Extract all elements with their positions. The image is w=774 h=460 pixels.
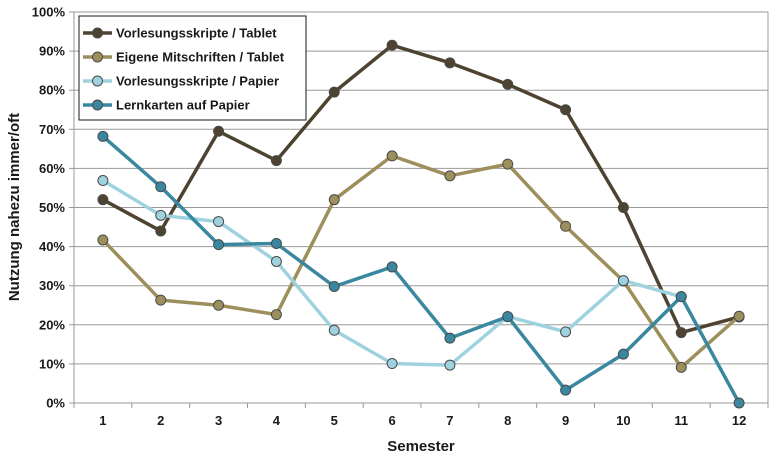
x-tick-label: 3 bbox=[215, 413, 222, 428]
y-tick-label: 90% bbox=[39, 44, 65, 59]
legend: Vorlesungsskripte / Tablet Eigene Mitschr… bbox=[78, 15, 307, 121]
data-point bbox=[502, 311, 514, 323]
data-point bbox=[675, 361, 687, 373]
data-point bbox=[155, 181, 167, 193]
data-point bbox=[97, 194, 109, 206]
data-point bbox=[97, 175, 109, 187]
x-tick-label: 9 bbox=[562, 413, 569, 428]
legend-swatch-marker bbox=[92, 27, 103, 39]
series-layer bbox=[97, 39, 745, 409]
data-point bbox=[560, 326, 572, 338]
data-point bbox=[97, 234, 109, 246]
y-tick-label: 100% bbox=[32, 5, 66, 20]
data-point bbox=[444, 170, 456, 182]
data-point bbox=[270, 255, 282, 267]
data-point bbox=[213, 299, 225, 311]
data-point bbox=[617, 275, 629, 287]
data-point bbox=[97, 130, 109, 142]
y-tick-label: 40% bbox=[39, 239, 65, 254]
y-tick-label: 50% bbox=[39, 200, 65, 215]
data-point bbox=[386, 261, 398, 273]
data-point bbox=[444, 57, 456, 69]
data-point bbox=[560, 220, 572, 232]
x-axis-ticks: 1 2 3 4 5 6 7 8 9 10 11 12 bbox=[73, 403, 769, 428]
x-tick-label: 4 bbox=[273, 413, 281, 428]
data-point bbox=[560, 104, 572, 116]
data-point bbox=[328, 324, 340, 336]
x-tick-label: 5 bbox=[331, 413, 338, 428]
y-axis-ticks: 0% 10% 20% 30% 40% 50% 60% 70% 80% 90% 100% bbox=[32, 5, 74, 411]
x-tick-label: 12 bbox=[732, 413, 746, 428]
data-point bbox=[617, 202, 629, 213]
x-tick-label: 6 bbox=[388, 413, 395, 428]
data-point bbox=[617, 348, 629, 360]
y-tick-label: 70% bbox=[39, 122, 65, 137]
legend-label: Lernkarten auf Papier bbox=[116, 98, 250, 113]
y-tick-label: 80% bbox=[39, 83, 65, 98]
data-point bbox=[560, 384, 572, 396]
x-tick-label: 11 bbox=[674, 413, 688, 428]
data-point bbox=[675, 327, 687, 339]
series-line bbox=[102, 43, 740, 335]
data-point bbox=[213, 216, 225, 228]
x-tick-label: 8 bbox=[504, 413, 511, 428]
data-point bbox=[386, 358, 398, 370]
data-point bbox=[444, 359, 456, 371]
legend-swatch-marker bbox=[92, 99, 103, 111]
data-point bbox=[270, 237, 282, 249]
y-tick-label: 0% bbox=[46, 396, 65, 411]
data-point bbox=[270, 309, 282, 321]
data-point bbox=[502, 158, 514, 170]
series-line bbox=[101, 135, 741, 404]
data-point bbox=[328, 194, 340, 206]
y-tick-label: 10% bbox=[39, 356, 65, 371]
data-point bbox=[155, 225, 167, 237]
x-tick-label: 7 bbox=[446, 413, 453, 428]
legend-label: Vorlesungsskripte / Papier bbox=[116, 74, 279, 89]
y-tick-label: 60% bbox=[39, 161, 65, 176]
y-tick-label: 30% bbox=[39, 278, 65, 293]
x-tick-label: 10 bbox=[616, 413, 630, 428]
x-axis-title: Semester bbox=[387, 438, 455, 455]
data-point bbox=[444, 332, 456, 344]
legend-box bbox=[78, 15, 307, 121]
legend-label: Vorlesungsskripte / Tablet bbox=[116, 26, 277, 41]
data-point bbox=[155, 294, 167, 306]
legend-swatch-marker bbox=[92, 75, 103, 87]
data-point bbox=[155, 209, 167, 221]
data-point bbox=[270, 155, 282, 167]
data-point bbox=[386, 39, 398, 51]
series-4 bbox=[97, 130, 745, 409]
data-point bbox=[386, 150, 398, 162]
y-tick-label: 20% bbox=[39, 317, 65, 332]
x-tick-label: 1 bbox=[99, 413, 106, 428]
x-tick-label: 2 bbox=[157, 413, 164, 428]
data-point bbox=[213, 125, 225, 137]
data-point bbox=[675, 291, 687, 303]
series-line bbox=[101, 154, 741, 370]
y-axis-title: Nutzung nahezu immer/oft bbox=[6, 113, 23, 301]
legend-swatch-marker bbox=[92, 51, 103, 63]
data-point bbox=[733, 310, 745, 322]
data-point bbox=[328, 86, 340, 98]
data-point bbox=[328, 280, 340, 292]
legend-label: Eigene Mitschriften / Tablet bbox=[116, 50, 285, 65]
data-point bbox=[502, 78, 514, 90]
data-point bbox=[733, 397, 745, 409]
data-point bbox=[213, 239, 225, 251]
